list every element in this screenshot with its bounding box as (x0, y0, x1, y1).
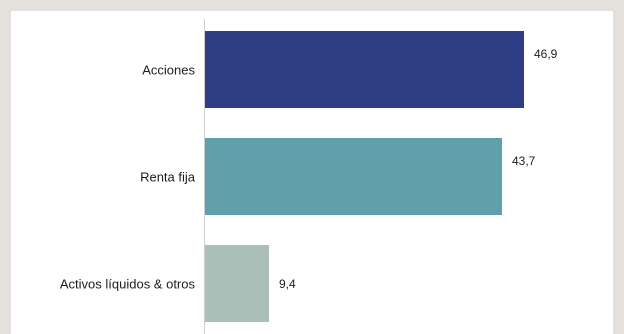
bar-activos-liquidos-otros (205, 245, 269, 322)
bar-acciones (205, 31, 524, 108)
value-label-activos-liquidos-otros: 9,4 (279, 277, 296, 291)
bar-renta-fija (205, 138, 502, 215)
category-labels-group: Acciones Renta fija Activos líquidos & otr… (60, 63, 196, 292)
bar-chart: Acciones Renta fija Activos líquidos & otr… (60, 19, 558, 334)
category-label-acciones: Acciones (142, 63, 195, 78)
value-label-renta-fija: 43,7 (512, 154, 536, 168)
category-label-activos-liquidos-otros: Activos líquidos & otros (60, 277, 196, 292)
category-label-renta-fija: Renta fija (140, 170, 196, 185)
chart-card: Acciones Renta fija Activos líquidos & otr… (11, 11, 613, 334)
value-label-acciones: 46,9 (534, 47, 558, 61)
value-labels-group: 46,9 43,7 9,4 (279, 47, 558, 291)
bars-group (205, 31, 524, 322)
